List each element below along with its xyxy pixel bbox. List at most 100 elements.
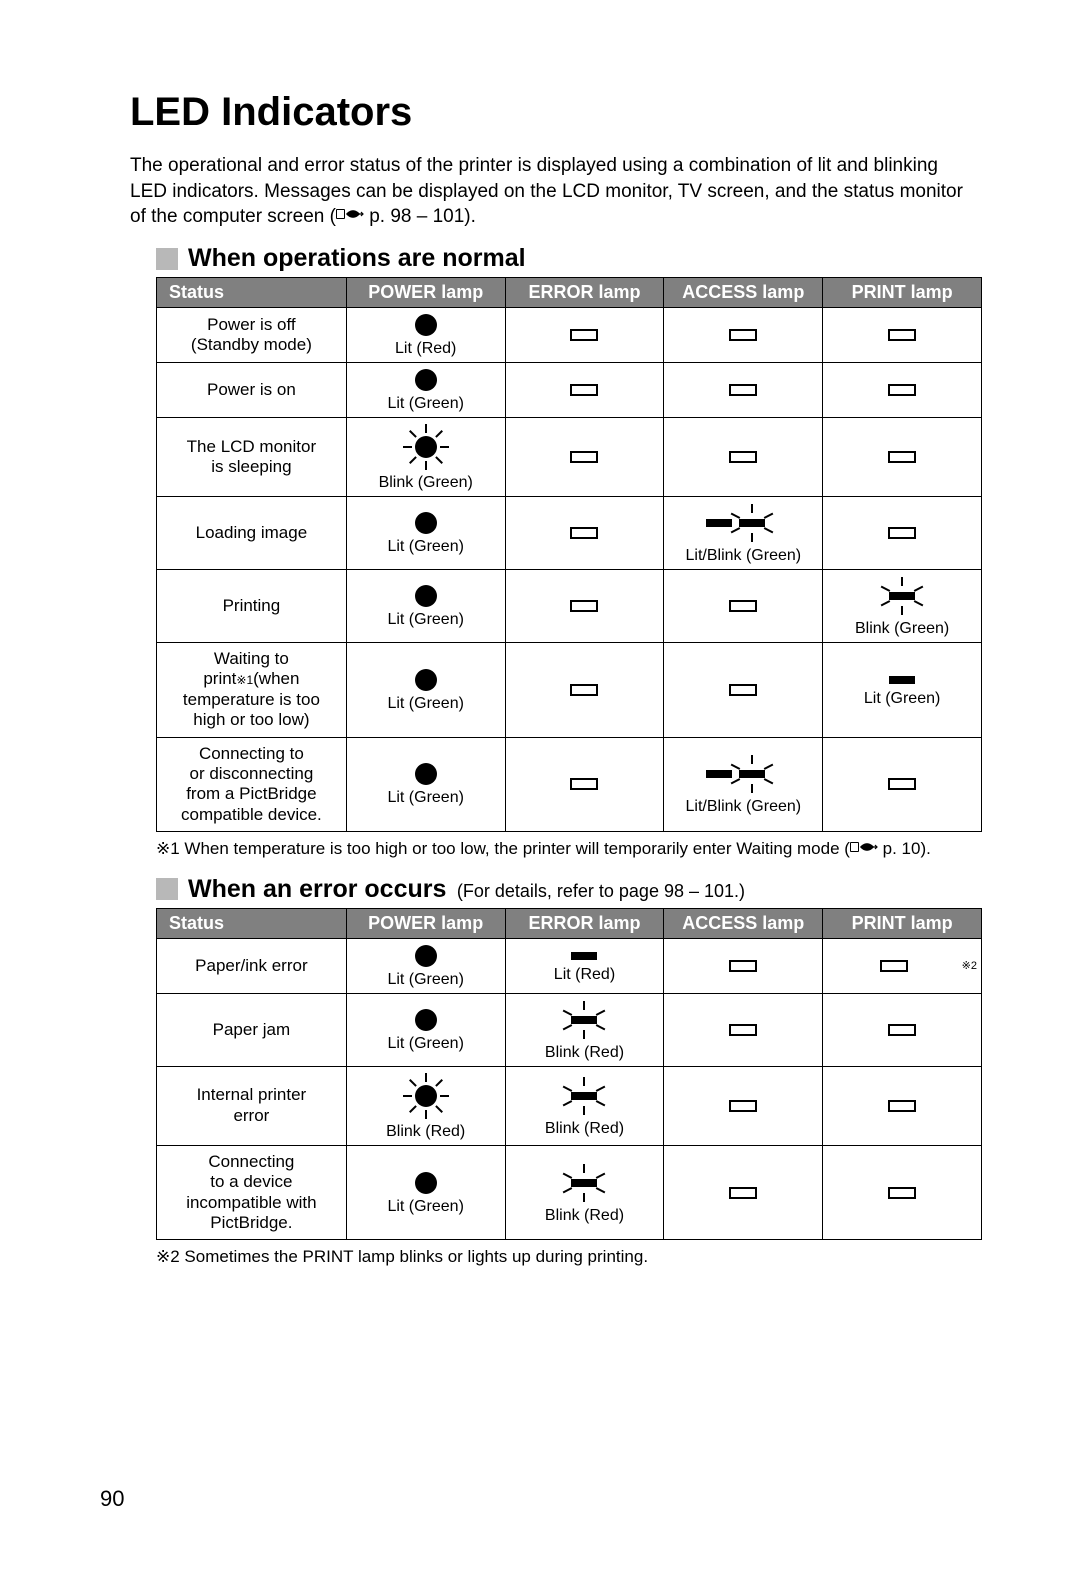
lamp-circle-lit-icon	[411, 583, 441, 609]
cell-status: Paper jam	[157, 993, 347, 1066]
lamp-off-icon	[887, 1186, 917, 1200]
cell-power-lamp: Lit (Green)	[346, 993, 505, 1066]
cell-print-lamp: Blink (Green)	[823, 570, 982, 643]
col-header-print: PRINT lamp	[823, 908, 982, 938]
lamp-caption: Lit (Green)	[351, 789, 501, 807]
lamp-caption: Lit/Blink (Green)	[668, 547, 818, 565]
cell-access-lamp	[664, 1066, 823, 1145]
cell-error-lamp	[505, 497, 664, 570]
col-header-error: ERROR lamp	[505, 908, 664, 938]
cell-print-lamp	[823, 1066, 982, 1145]
col-header-access: ACCESS lamp	[664, 278, 823, 308]
footnote-1: ※1 When temperature is too high or too l…	[156, 838, 980, 861]
lamp-off-icon	[728, 683, 758, 697]
cell-status: Power is off(Standby mode)	[157, 308, 347, 363]
cell-status: Connecting toor disconnectingfrom a Pict…	[157, 737, 347, 832]
table-row: Paper jam Lit (Green) Blink (Red)	[157, 993, 982, 1066]
lamp-caption: Blink (Red)	[351, 1123, 501, 1141]
lamp-caption: Lit (Green)	[351, 1035, 501, 1053]
table-error-occurs: Status POWER lamp ERROR lamp ACCESS lamp…	[156, 908, 982, 1241]
table-row: Waiting toprint※1(whentemperature is too…	[157, 643, 982, 738]
table-row: Power is off(Standby mode) Lit (Red)	[157, 308, 982, 363]
manual-page: LED Indicators The operational and error…	[0, 0, 1080, 1592]
col-header-power: POWER lamp	[346, 908, 505, 938]
cell-access-lamp	[664, 938, 823, 993]
lamp-circle-lit-icon	[411, 1170, 441, 1196]
lamp-off-icon	[569, 328, 599, 342]
lamp-bar-litblink-icon	[704, 501, 782, 545]
cell-print-lamp	[823, 993, 982, 1066]
cell-error-lamp: Blink (Red)	[505, 1066, 664, 1145]
lamp-caption: Lit (Green)	[351, 611, 501, 629]
cell-status: Connectingto a deviceincompatible withPi…	[157, 1145, 347, 1240]
section1-title: When operations are normal	[188, 244, 526, 273]
lamp-circle-lit-icon	[411, 367, 441, 393]
lamp-off-icon	[728, 959, 758, 973]
col-header-status: Status	[157, 278, 347, 308]
lamp-off-icon	[887, 526, 917, 540]
lamp-caption: Lit (Red)	[510, 966, 660, 984]
cell-access-lamp	[664, 418, 823, 497]
col-header-print: PRINT lamp	[823, 278, 982, 308]
hand-icon	[850, 840, 878, 859]
cell-error-lamp: Blink (Red)	[505, 993, 664, 1066]
cell-print-lamp	[823, 497, 982, 570]
lamp-off-icon	[728, 599, 758, 613]
cell-print-lamp	[823, 308, 982, 363]
lamp-circle-lit-icon	[411, 667, 441, 693]
lamp-off-icon	[569, 683, 599, 697]
cell-error-lamp: Lit (Red)	[505, 938, 664, 993]
col-header-power: POWER lamp	[346, 278, 505, 308]
lamp-caption: Lit (Green)	[351, 538, 501, 556]
intro-paragraph: The operational and error status of the …	[130, 153, 980, 230]
cell-error-lamp: Blink (Red)	[505, 1145, 664, 1240]
cell-power-lamp: Lit (Green)	[346, 363, 505, 418]
footnote1-suffix: p. 10).	[878, 839, 931, 858]
lamp-bar-blink-icon	[875, 574, 929, 618]
intro-text-after: p. 98 – 101).	[364, 206, 476, 227]
cell-print-lamp: Lit (Green)	[823, 643, 982, 738]
cell-access-lamp	[664, 643, 823, 738]
cell-access-lamp: Lit/Blink (Green)	[664, 737, 823, 832]
section2-subtitle: (For details, refer to page 98 – 101.)	[457, 881, 745, 901]
lamp-caption: Lit (Green)	[351, 695, 501, 713]
lamp-off-icon	[887, 450, 917, 464]
lamp-caption: Blink (Red)	[510, 1207, 660, 1225]
table-row: Connectingto a deviceincompatible withPi…	[157, 1145, 982, 1240]
table-header-row: Status POWER lamp ERROR lamp ACCESS lamp…	[157, 908, 982, 938]
lamp-caption: Lit/Blink (Green)	[668, 798, 818, 816]
lamp-bar-blink-icon	[557, 1074, 611, 1118]
section-square-icon	[156, 248, 178, 270]
cell-access-lamp	[664, 993, 823, 1066]
lamp-caption: Blink (Green)	[827, 620, 977, 638]
cell-status: Power is on	[157, 363, 347, 418]
cell-power-lamp: Lit (Green)	[346, 643, 505, 738]
table-normal-operations: Status POWER lamp ERROR lamp ACCESS lamp…	[156, 277, 982, 832]
cell-print-lamp	[823, 363, 982, 418]
col-header-error: ERROR lamp	[505, 278, 664, 308]
lamp-off-icon	[887, 383, 917, 397]
cell-status: Loading image	[157, 497, 347, 570]
table-header-row: Status POWER lamp ERROR lamp ACCESS lamp…	[157, 278, 982, 308]
table-row: Paper/ink error Lit (Green) Lit (Red) ※2	[157, 938, 982, 993]
table-row: Internal printererror Blink (Red) Blink …	[157, 1066, 982, 1145]
lamp-caption: Blink (Green)	[351, 474, 501, 492]
table-row: Loading image Lit (Green) Lit/Blink (Gre…	[157, 497, 982, 570]
lamp-circle-lit-icon	[411, 761, 441, 787]
footnote-2: ※2 Sometimes the PRINT lamp blinks or li…	[156, 1246, 980, 1268]
cell-access-lamp	[664, 363, 823, 418]
lamp-circle-lit-icon	[411, 943, 441, 969]
lamp-circle-lit-icon	[411, 510, 441, 536]
cell-error-lamp	[505, 308, 664, 363]
section-header-error: When an error occurs (For details, refer…	[156, 875, 980, 904]
cell-access-lamp	[664, 570, 823, 643]
cell-power-lamp: Lit (Red)	[346, 308, 505, 363]
cell-error-lamp	[505, 643, 664, 738]
cell-power-lamp: Lit (Green)	[346, 938, 505, 993]
cell-error-lamp	[505, 570, 664, 643]
cell-status: Printing	[157, 570, 347, 643]
lamp-off-icon	[728, 383, 758, 397]
lamp-circle-lit-icon	[411, 312, 441, 338]
lamp-off-icon	[728, 1023, 758, 1037]
lamp-off-icon	[569, 777, 599, 791]
